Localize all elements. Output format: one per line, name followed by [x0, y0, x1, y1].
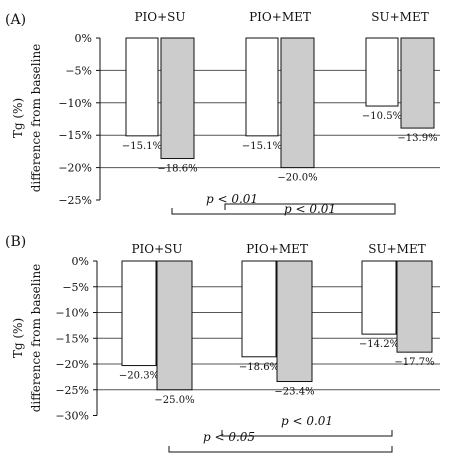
- bar-b: [276, 260, 313, 383]
- panel-label: (B): [5, 234, 26, 250]
- y-axis-title: difference from baseline: [29, 44, 43, 193]
- category-label: SU+MET: [368, 242, 425, 256]
- significance-bracket: [171, 208, 396, 215]
- category-label: PIO+SU: [134, 10, 185, 24]
- y-tick-label: −5%: [62, 281, 89, 294]
- bar-b: [396, 260, 433, 353]
- bar-a: [361, 260, 397, 335]
- significance-bracket: [224, 203, 396, 210]
- data-label: −20.3%: [119, 371, 159, 382]
- bar-b: [156, 260, 193, 391]
- category-label: PIO+MET: [249, 10, 311, 24]
- bar-a: [241, 260, 277, 358]
- significance-label: p < 0.01: [206, 192, 258, 206]
- data-label: −18.6%: [157, 164, 197, 175]
- panel-label: (A): [5, 12, 26, 28]
- significance-bracket: [168, 446, 393, 453]
- data-label: −17.7%: [394, 357, 434, 368]
- y-tick-label: −25%: [55, 384, 89, 397]
- y-tick-label: −10%: [58, 97, 92, 110]
- bar-a: [125, 37, 159, 137]
- data-label: −18.6%: [239, 362, 279, 373]
- data-label: −25.0%: [154, 395, 194, 406]
- data-label: −23.4%: [274, 387, 314, 398]
- y-axis-title: Tg (%): [11, 318, 25, 358]
- bar-a: [365, 37, 399, 107]
- significance-label: p < 0.01: [281, 414, 333, 428]
- y-tick-label: −10%: [55, 307, 89, 320]
- data-label: −13.9%: [397, 133, 437, 144]
- y-tick-label: −25%: [58, 194, 92, 207]
- data-label: −10.5%: [362, 111, 402, 122]
- bar-b: [160, 37, 195, 160]
- data-label: −15.1%: [122, 141, 162, 152]
- significance-label: p < 0.05: [203, 430, 255, 444]
- significance-label: p < 0.01: [284, 202, 336, 216]
- data-label: −14.2%: [359, 339, 399, 350]
- y-tick-label: 0%: [72, 255, 89, 268]
- bar-a: [245, 37, 279, 137]
- y-tick-label: −20%: [58, 162, 92, 175]
- significance-bracket: [221, 430, 393, 437]
- y-tick-label: −15%: [58, 129, 92, 142]
- data-label: −15.1%: [242, 141, 282, 152]
- y-tick-label: 0%: [75, 32, 92, 45]
- bar-b: [280, 37, 315, 169]
- y-axis-title: Tg (%): [11, 98, 25, 138]
- category-label: PIO+SU: [131, 242, 182, 256]
- y-tick-label: −5%: [65, 64, 92, 77]
- y-axis-title: difference from baseline: [29, 264, 43, 413]
- bar-a: [121, 260, 157, 367]
- category-label: SU+MET: [371, 10, 428, 24]
- data-label: −20.0%: [277, 173, 317, 184]
- y-tick-label: −15%: [55, 332, 89, 345]
- y-tick-label: −30%: [55, 410, 89, 423]
- y-tick-label: −20%: [55, 358, 89, 371]
- category-label: PIO+MET: [246, 242, 308, 256]
- bar-b: [400, 37, 435, 129]
